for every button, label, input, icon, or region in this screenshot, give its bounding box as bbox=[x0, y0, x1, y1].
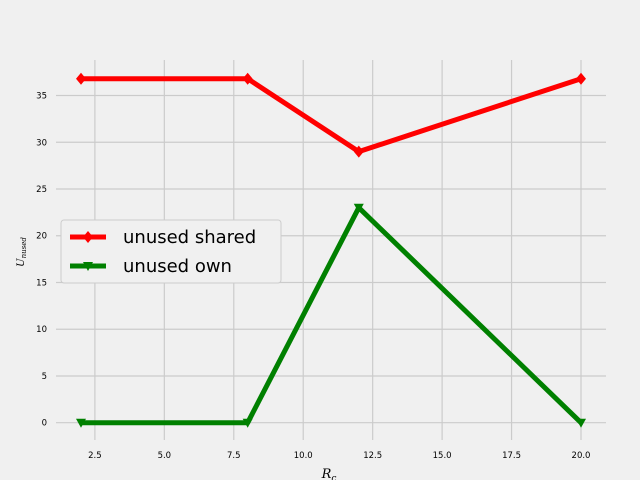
x-axis-label-sub: c bbox=[331, 474, 336, 480]
y-tick-label: 25 bbox=[36, 185, 47, 195]
y-tick-label: 30 bbox=[36, 138, 47, 148]
x-tick-labels: 2.5 5.0 7.5 10.0 12.5 15.0 17.5 20.0 bbox=[88, 451, 590, 461]
series-unused-shared bbox=[76, 72, 586, 158]
x-tick-label: 17.5 bbox=[502, 451, 521, 461]
legend-entry: unused own bbox=[70, 256, 232, 277]
legend: unused shared unused own bbox=[60, 219, 282, 284]
y-tick-label: 15 bbox=[36, 278, 47, 288]
legend-marker bbox=[83, 231, 93, 243]
data-point bbox=[242, 418, 253, 428]
legend-entry: unused shared bbox=[70, 227, 256, 248]
x-tick-label: 5.0 bbox=[158, 451, 172, 461]
y-axis-label: Unused bbox=[16, 237, 28, 267]
y-tick-label: 5 bbox=[42, 372, 47, 382]
x-axis-label-base: R bbox=[321, 467, 332, 480]
data-point bbox=[576, 72, 586, 85]
y-axis-label-sub: nused bbox=[20, 237, 28, 259]
legend-label: unused shared bbox=[123, 227, 256, 248]
y-tick-label: 10 bbox=[36, 325, 47, 335]
x-tick-label: 7.5 bbox=[227, 451, 241, 461]
x-tick-label: 2.5 bbox=[88, 451, 102, 461]
data-point bbox=[353, 203, 364, 213]
series-unused-own bbox=[76, 203, 586, 428]
x-tick-label: 20.0 bbox=[572, 451, 591, 461]
y-tick-label: 0 bbox=[42, 419, 47, 429]
y-axis-label-base: U bbox=[16, 258, 27, 267]
x-tick-label: 10.0 bbox=[294, 451, 313, 461]
data-point bbox=[353, 145, 364, 158]
series-group bbox=[76, 72, 586, 428]
data-point bbox=[76, 418, 86, 428]
y-tick-label: 35 bbox=[36, 92, 47, 102]
y-tick-label: 20 bbox=[36, 232, 47, 242]
data-point bbox=[576, 418, 586, 428]
legend-box bbox=[60, 219, 282, 284]
legend-label: unused own bbox=[123, 256, 232, 277]
x-tick-label: 15.0 bbox=[433, 451, 452, 461]
data-point bbox=[242, 72, 253, 85]
series-line bbox=[81, 205, 583, 426]
series-line bbox=[81, 76, 582, 155]
x-tick-label: 12.5 bbox=[363, 451, 382, 461]
x-axis-label: Rc bbox=[321, 467, 337, 480]
data-point bbox=[76, 72, 86, 85]
legend-marker bbox=[83, 262, 93, 271]
y-tick-labels: 0 5 10 15 20 25 30 35 bbox=[36, 92, 47, 429]
